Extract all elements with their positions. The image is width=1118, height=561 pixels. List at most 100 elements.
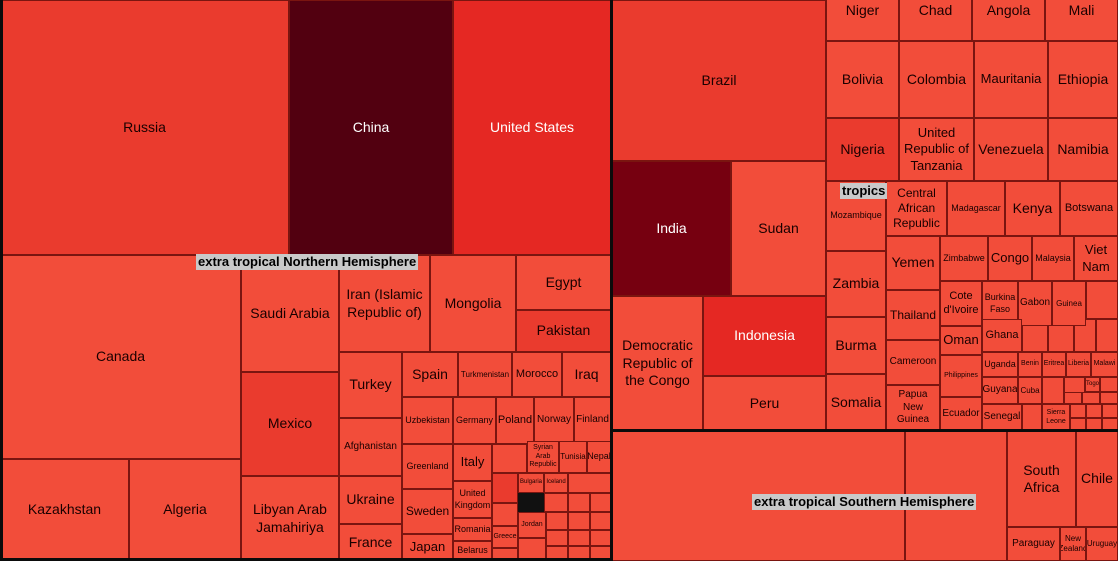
treemap-tile-bulgaria: Bulgaria	[518, 473, 544, 493]
treemap-tile-ghana: Ghana	[982, 319, 1022, 352]
treemap-tile-unlabeled	[590, 530, 611, 546]
tile-label: Finland	[576, 414, 609, 426]
treemap-tile-angola: Angola	[972, 0, 1045, 41]
treemap-tile-unlabeled	[1100, 392, 1118, 404]
treemap-tile-chile: Chile	[1076, 431, 1118, 527]
treemap-tile-unlabeled	[1082, 392, 1100, 404]
tile-label: Burma	[835, 336, 877, 353]
tile-label: United Kingdom	[454, 488, 491, 510]
treemap-tile-south-africa: South Africa	[1007, 431, 1076, 527]
treemap-tile-namibia: Namibia	[1048, 118, 1118, 181]
tile-label: Pakistan	[536, 322, 591, 339]
tile-label: Guyana	[982, 384, 1018, 396]
tile-label: Uganda	[984, 358, 1016, 369]
treemap-tile-saudi-arabia: Saudi Arabia	[241, 255, 339, 372]
treemap-tile-burkina-faso: Burkina Faso	[982, 281, 1018, 326]
tile-label: Sweden	[405, 504, 450, 518]
tile-label: Bulgaria	[520, 479, 543, 486]
tile-label: Turkey	[349, 376, 392, 393]
treemap-tile-unlabeled	[1102, 404, 1118, 418]
treemap-tile-unlabeled	[568, 546, 590, 561]
treemap-tile-zimbabwe: Zimbabwe	[940, 236, 988, 281]
tile-label: Benin	[1021, 360, 1039, 368]
tile-label: Thailand	[889, 307, 937, 322]
treemap-tile-germany: Germany	[453, 397, 496, 444]
treemap-tile-france: France	[339, 524, 402, 561]
tile-label: Ethiopia	[1057, 70, 1109, 87]
treemap-tile-unlabeled	[590, 493, 611, 512]
treemap-tile-ethiopia: Ethiopia	[1048, 41, 1118, 118]
tile-label: Japan	[409, 539, 446, 555]
treemap-tile-unlabeled	[546, 512, 568, 530]
tile-label: United Republic of Tanzania	[903, 125, 970, 173]
treemap-tile-uzbekistan: Uzbekistan	[402, 397, 453, 444]
treemap-tile-togo: Togo	[1085, 377, 1100, 392]
tile-label: Greenland	[406, 460, 449, 471]
treemap-tile-egypt: Egypt	[516, 255, 611, 310]
treemap-tile-chad: Chad	[899, 0, 972, 41]
treemap-tile-sudan: Sudan	[731, 161, 826, 296]
treemap-tile-zambia: Zambia	[826, 251, 886, 317]
treemap-tile-afghanistan: Afghanistan	[339, 418, 402, 476]
treemap-tile-kazakhstan: Kazakhstan	[0, 459, 129, 561]
treemap-tile-democratic-republic-of-the-congo: Democratic Republic of the Congo	[612, 296, 703, 431]
treemap-tile-greenland: Greenland	[402, 444, 453, 489]
tile-label: Tunisia	[560, 452, 586, 461]
tile-label: China	[352, 118, 390, 135]
tile-label: Ghana	[985, 328, 1019, 341]
treemap-tile-turkmenistan: Turkmenistan	[458, 352, 512, 397]
treemap-tile-japan: Japan	[402, 534, 453, 561]
tile-label: Iraq	[574, 365, 599, 382]
tile-label: Liberia	[1068, 360, 1090, 368]
treemap-tile-iraq: Iraq	[562, 352, 611, 397]
treemap-tile-unlabeled	[1064, 392, 1082, 404]
treemap-tile-finland: Finland	[574, 397, 611, 444]
tile-label: Chad	[918, 1, 953, 18]
treemap-tile-new-zealand: New Zealand	[1060, 527, 1086, 561]
tile-label: Italy	[460, 454, 485, 470]
tile-label: Cameroon	[889, 356, 937, 368]
treemap-tile-thailand: Thailand	[886, 290, 940, 340]
tile-label: Congo	[990, 250, 1030, 266]
treemap-tile-bolivia: Bolivia	[826, 41, 899, 118]
treemap-tile-unlabeled	[518, 538, 546, 561]
tile-label: Philippines	[944, 371, 978, 379]
tile-label: Central African Republic	[893, 186, 940, 230]
tile-label: Saudi Arabia	[250, 304, 330, 321]
treemap-tile-ecuador: Ecuador	[940, 397, 982, 431]
treemap-tile-unlabeled	[544, 493, 568, 512]
treemap-tile-india: India	[612, 161, 731, 296]
tile-label: Togo	[1086, 380, 1100, 387]
treemap-tile-venezuela: Venezuela	[974, 118, 1048, 181]
treemap-tile-sierra-leone: Sierra Leone	[1042, 404, 1070, 431]
tile-label: Ecuador	[942, 407, 980, 419]
treemap-tile-unlabeled	[590, 512, 611, 530]
treemap-tile-oman: Oman	[940, 326, 982, 355]
tile-label: Malawi	[1093, 360, 1116, 368]
tile-label: Colombia	[906, 70, 967, 87]
treemap-tile-viet-nam: Viet Nam	[1074, 236, 1118, 281]
treemap-tile-unlabeled	[590, 546, 611, 561]
treemap-tile-uruguay: Uruguay	[1086, 527, 1118, 561]
treemap-tile-italy: Italy	[453, 444, 492, 481]
treemap-tile-congo: Congo	[988, 236, 1032, 281]
treemap-tile-unlabeled	[1022, 404, 1042, 431]
treemap-tile-cameroon: Cameroon	[886, 340, 940, 385]
treemap-tile-sweden: Sweden	[402, 489, 453, 534]
treemap-tile-united-kingdom: United Kingdom	[453, 481, 492, 518]
tile-label: France	[348, 533, 393, 550]
treemap-tile-unlabeled	[1042, 377, 1064, 404]
tile-label: Uzbekistan	[405, 414, 450, 425]
tile-label: Germany	[455, 414, 493, 425]
treemap-tile-belarus: Belarus	[453, 541, 492, 561]
tile-label: Poland	[497, 413, 533, 426]
treemap-tile-unlabeled	[1086, 281, 1118, 319]
treemap-tile-uganda: Uganda	[982, 352, 1018, 377]
treemap-tile-indonesia: Indonesia	[703, 296, 826, 376]
treemap-tile-unlabeled	[1070, 418, 1086, 431]
treemap-tile-unlabeled	[568, 473, 611, 493]
treemap-tile-unlabeled	[568, 512, 590, 530]
tile-label: Spain	[412, 365, 448, 382]
treemap-tile-madagascar: Madagascar	[947, 181, 1005, 236]
